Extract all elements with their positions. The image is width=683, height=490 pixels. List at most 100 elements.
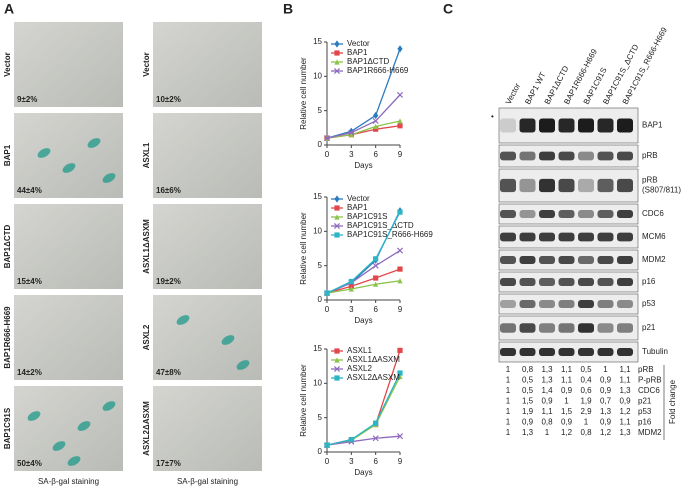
band bbox=[578, 232, 594, 242]
blot-label: CDC6 bbox=[642, 209, 664, 218]
micrograph bbox=[14, 386, 123, 471]
x-tick-label: 3 bbox=[349, 305, 354, 314]
fold-value: 1 bbox=[506, 376, 511, 385]
legend-marker bbox=[334, 40, 340, 48]
band bbox=[578, 178, 594, 193]
micrograph bbox=[14, 113, 123, 198]
band bbox=[500, 348, 516, 356]
fold-value: 0,9 bbox=[522, 418, 534, 427]
band bbox=[578, 118, 594, 133]
band bbox=[558, 300, 575, 308]
legend-marker bbox=[334, 205, 340, 211]
micrograph bbox=[153, 386, 262, 471]
fold-value: 0,5 bbox=[580, 365, 592, 374]
band bbox=[519, 256, 536, 264]
x-tick-label: 3 bbox=[349, 457, 354, 466]
series-line bbox=[326, 280, 401, 294]
band bbox=[558, 323, 575, 333]
band bbox=[578, 151, 594, 161]
band bbox=[558, 256, 575, 264]
fold-value: 0,4 bbox=[580, 376, 592, 385]
marker bbox=[397, 123, 403, 129]
x-axis-label: Days bbox=[354, 468, 372, 477]
band bbox=[558, 178, 575, 193]
marker bbox=[373, 275, 379, 281]
micrograph bbox=[153, 204, 262, 289]
band bbox=[519, 151, 536, 161]
marker bbox=[372, 435, 379, 442]
x-tick-label: 6 bbox=[373, 150, 378, 159]
blot-label: p16 bbox=[642, 277, 656, 286]
band bbox=[617, 210, 633, 218]
marker bbox=[373, 256, 379, 262]
stain bbox=[37, 148, 51, 158]
band bbox=[519, 323, 536, 333]
x-tick-label: 9 bbox=[398, 150, 403, 159]
blot-label: MCM6 bbox=[642, 232, 666, 241]
sample-label: BAP1C91S bbox=[3, 407, 12, 449]
x-tick-label: 6 bbox=[373, 457, 378, 466]
legend-marker bbox=[333, 222, 341, 230]
series-line bbox=[326, 372, 401, 446]
marker bbox=[372, 117, 379, 124]
marker bbox=[397, 118, 403, 124]
series-line bbox=[326, 211, 401, 294]
band bbox=[558, 232, 575, 242]
series-line bbox=[326, 376, 401, 446]
fold-value: 1,4 bbox=[541, 386, 553, 395]
band bbox=[617, 178, 633, 193]
panel-label: A bbox=[4, 1, 14, 17]
blot-label: p21 bbox=[642, 323, 656, 332]
x-axis-label: Days bbox=[354, 316, 372, 325]
band bbox=[558, 278, 575, 286]
marker bbox=[373, 126, 379, 132]
band bbox=[539, 232, 555, 242]
fold-value: 1 bbox=[506, 418, 511, 427]
y-tick-label: 0 bbox=[318, 295, 323, 304]
fold-row-label: p53 bbox=[638, 407, 652, 416]
lane-label: Vector bbox=[504, 81, 523, 106]
marker bbox=[324, 442, 330, 448]
fold-value: 1 bbox=[506, 397, 511, 406]
band bbox=[539, 323, 555, 333]
sample-label: BAP1R666-H669 bbox=[3, 306, 12, 369]
fold-value: 0,5 bbox=[522, 376, 534, 385]
sample-label: Vector bbox=[142, 52, 151, 76]
fold-row-label: CDC6 bbox=[638, 386, 660, 395]
band bbox=[558, 151, 575, 161]
percentage: 19±2% bbox=[156, 277, 181, 286]
band bbox=[617, 232, 633, 242]
fold-value: 1,1 bbox=[619, 365, 631, 374]
fold-value: 1,1 bbox=[561, 376, 573, 385]
band bbox=[539, 348, 555, 356]
band bbox=[578, 256, 594, 264]
stain bbox=[102, 173, 116, 183]
band bbox=[597, 300, 614, 308]
fold-value: 0,9 bbox=[561, 386, 573, 395]
y-tick-label: 5 bbox=[318, 413, 323, 422]
fold-value: 0,9 bbox=[619, 397, 631, 406]
stain bbox=[236, 360, 250, 370]
fold-value: 0,5 bbox=[522, 386, 534, 395]
fold-value: 1 bbox=[506, 428, 511, 437]
sample-label: BAP1 bbox=[3, 144, 12, 166]
legend-label: BAP1C91S bbox=[347, 212, 387, 221]
y-tick-label: 15 bbox=[313, 344, 322, 353]
marker bbox=[372, 262, 379, 269]
panel-label: B bbox=[283, 1, 293, 17]
fold-value: 1,9 bbox=[580, 397, 592, 406]
y-tick-label: 10 bbox=[313, 226, 322, 235]
fold-value: 1,3 bbox=[600, 407, 612, 416]
marker bbox=[373, 123, 379, 130]
marker bbox=[324, 290, 330, 296]
legend-label: ASXL2 bbox=[347, 364, 372, 373]
band bbox=[597, 256, 614, 264]
marker bbox=[348, 132, 354, 138]
percentage: 47±8% bbox=[156, 368, 181, 377]
fold-value: 0,9 bbox=[600, 376, 612, 385]
micrograph bbox=[14, 204, 123, 289]
band bbox=[519, 232, 536, 242]
fold-row-label: p16 bbox=[638, 418, 652, 427]
fold-value: 1,3 bbox=[522, 428, 534, 437]
